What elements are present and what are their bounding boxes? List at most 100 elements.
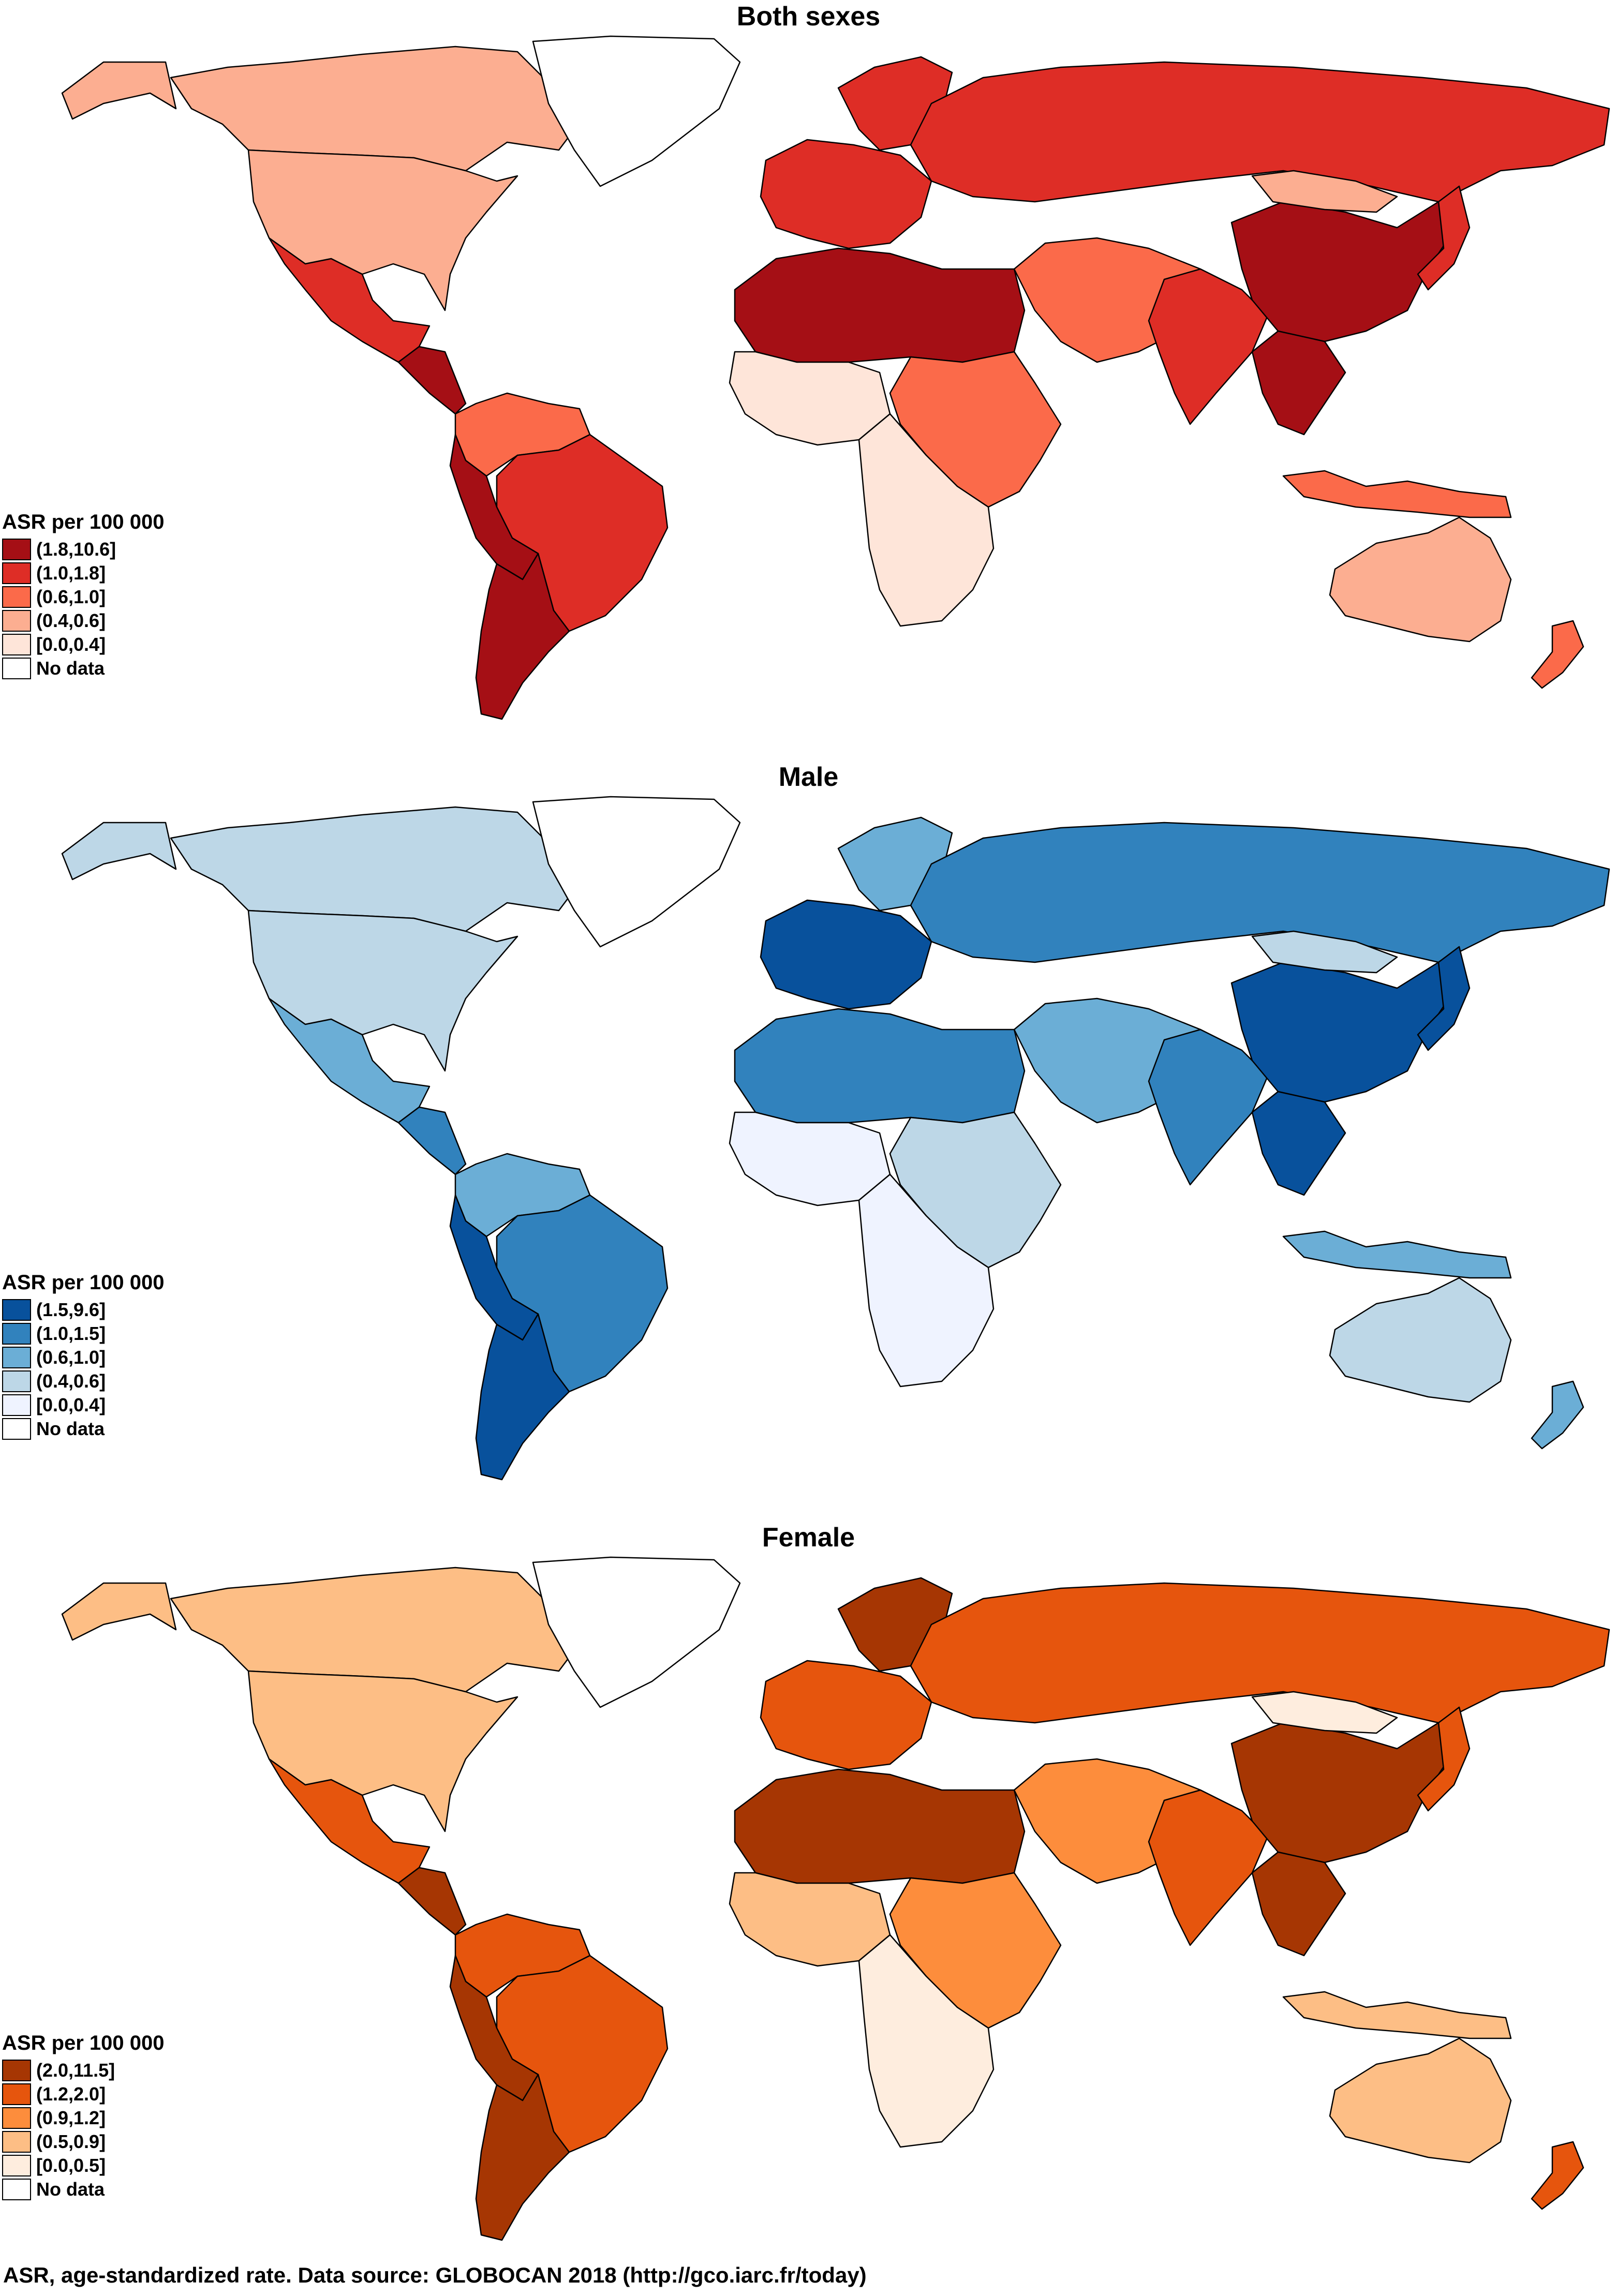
region-greenland: [532, 796, 741, 948]
region-central-america: [397, 346, 467, 415]
legend-swatch: [2, 1347, 31, 1368]
region-usa: [247, 910, 518, 1072]
legend-title: ASR per 100 000: [2, 1271, 165, 1294]
region-china: [1230, 1722, 1450, 1863]
legend-swatch: [2, 634, 31, 655]
legend-label: No data: [36, 658, 105, 679]
legend-label: [0.0,0.4]: [36, 1394, 106, 1415]
region-usa: [247, 149, 518, 311]
region-mexico: [268, 237, 431, 363]
legend-item: (2.0,11.5]: [2, 2059, 165, 2082]
region-southern-africa: [858, 1934, 995, 2148]
legend-swatch: [2, 2155, 31, 2176]
region-north-africa: [734, 1008, 1026, 1124]
region-west-africa: [729, 1111, 891, 1206]
panel-female: Female ASR per 100 000 (2.0,11.5] (1.2,2…: [0, 1521, 1617, 2282]
legend-swatch: [2, 2060, 31, 2081]
region-western-europe: [760, 899, 932, 1010]
legend-swatch: [2, 610, 31, 632]
legend-swatch: [2, 1370, 31, 1392]
region-canada: [170, 806, 575, 932]
legend-item: [0.0,0.4]: [2, 1393, 165, 1417]
region-russia: [910, 1582, 1610, 1724]
legend-label: (2.0,11.5]: [36, 2060, 115, 2081]
region-china: [1230, 961, 1450, 1103]
region-russia: [910, 822, 1610, 963]
region-greenland: [532, 1556, 741, 1708]
region-alaska: [61, 822, 177, 881]
world-map-both-sexes: [61, 35, 1610, 720]
legend-item: (1.0,1.5]: [2, 1322, 165, 1346]
region-southern-africa: [858, 413, 995, 627]
legend-swatch: [2, 658, 31, 679]
region-east-africa: [889, 1111, 1062, 1269]
region-greenland: [532, 35, 741, 187]
legend-title: ASR per 100 000: [2, 511, 165, 533]
legend-label: (0.4,0.6]: [36, 610, 106, 631]
legend: ASR per 100 000 (2.0,11.5] (1.2,2.0] (0.…: [2, 2031, 165, 2201]
region-canada: [170, 1567, 575, 1693]
legend-item: (1.8,10.6]: [2, 538, 165, 561]
region-western-europe: [760, 139, 932, 249]
legend-item: (0.9,1.2]: [2, 2106, 165, 2130]
region-west-africa: [729, 351, 891, 446]
legend-swatch: [2, 562, 31, 584]
legend: ASR per 100 000 (1.8,10.6] (1.0,1.8] (0.…: [2, 510, 165, 680]
region-alaska: [61, 61, 177, 120]
panel-male: Male ASR per 100 000 (1.5,9.6] (1.0,1.5]…: [0, 761, 1617, 1521]
region-east-africa: [889, 1872, 1062, 2029]
legend-item: (0.4,0.6]: [2, 609, 165, 633]
panel-title: Both sexes: [736, 2, 881, 32]
legend-label: (1.5,9.6]: [36, 1299, 106, 1320]
region-north-africa: [734, 247, 1026, 363]
legend-swatch: [2, 1323, 31, 1345]
region-japan: [1417, 185, 1471, 291]
region-mexico: [268, 1758, 431, 1884]
legend-item: (1.0,1.8]: [2, 561, 165, 585]
legend-item: (0.6,1.0]: [2, 585, 165, 609]
legend-swatch: [2, 586, 31, 608]
legend-item: (0.6,1.0]: [2, 1346, 165, 1369]
legend-label: (0.9,1.2]: [36, 2107, 106, 2128]
region-india: [1148, 1028, 1269, 1186]
region-japan: [1417, 1706, 1471, 1812]
legend-item: [0.0,0.5]: [2, 2154, 165, 2178]
legend-item: No data: [2, 1417, 165, 1441]
panel-both-sexes: Both sexes ASR per 100 000 (1.8,10.6] (1…: [0, 0, 1617, 761]
region-indonesia: [1282, 470, 1512, 518]
source-note: ASR, age-standardized rate. Data source:…: [3, 2263, 867, 2287]
region-southeast-asia: [1251, 1091, 1346, 1196]
legend-label: (1.0,1.5]: [36, 1323, 106, 1344]
region-argentina-chile: [475, 1313, 570, 1481]
region-southeast-asia: [1251, 1851, 1346, 1957]
panel-title: Male: [778, 762, 839, 792]
region-china: [1230, 201, 1450, 342]
region-indonesia: [1282, 1230, 1512, 1279]
region-canada: [170, 46, 575, 172]
region-russia: [910, 61, 1610, 203]
legend: ASR per 100 000 (1.5,9.6] (1.0,1.5] (0.6…: [2, 1270, 165, 1441]
legend-swatch: [2, 1299, 31, 1321]
legend-swatch: [2, 2131, 31, 2153]
region-mongolia: [1251, 1691, 1398, 1734]
region-new-zealand: [1531, 1380, 1584, 1450]
legend-label: (1.2,2.0]: [36, 2083, 106, 2105]
region-southern-africa: [858, 1173, 995, 1388]
legend-swatch: [2, 2107, 31, 2129]
legend-swatch: [2, 1418, 31, 1440]
legend-label: (1.8,10.6]: [36, 539, 116, 560]
region-japan: [1417, 946, 1471, 1051]
legend-label: (0.6,1.0]: [36, 586, 106, 607]
legend-label: (0.6,1.0]: [36, 1347, 106, 1368]
legend-item: (0.5,0.9]: [2, 2130, 165, 2154]
world-map-female: [61, 1556, 1610, 2241]
region-western-europe: [760, 1660, 932, 1770]
region-australia: [1329, 516, 1512, 643]
legend-item: (0.4,0.6]: [2, 1369, 165, 1393]
region-east-africa: [889, 351, 1062, 508]
region-india: [1148, 268, 1269, 425]
legend-label: No data: [36, 2179, 105, 2200]
region-west-africa: [729, 1872, 891, 1967]
world-map-male: [61, 796, 1610, 1481]
legend-swatch: [2, 2083, 31, 2105]
